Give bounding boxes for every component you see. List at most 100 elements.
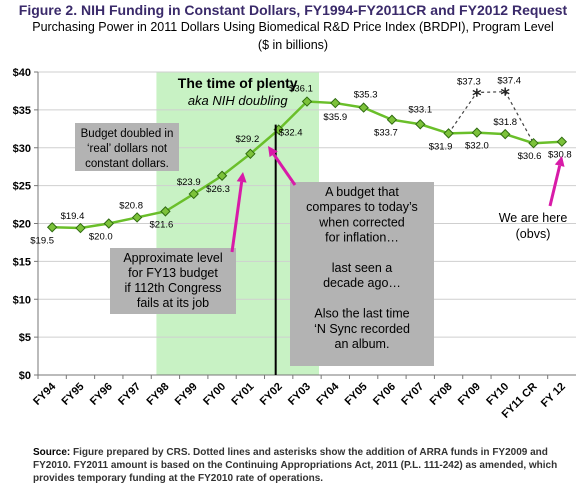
x-tick-label: FY98 [144,381,171,408]
data-label: $19.5 [30,235,54,246]
data-label: $33.7 [374,128,398,139]
x-tick-label: FY01 [229,381,256,408]
arra-asterisk: * [500,85,510,106]
approximate-level-callout-box [110,248,236,314]
source-text: Figure prepared by CRS. Dotted lines and… [33,447,558,484]
data-point [301,96,313,107]
x-tick-label: FY09 [456,381,483,408]
we-are-here-line: We are here [499,211,568,225]
data-label: $30.6 [518,151,542,162]
data-label: $31.8 [493,117,517,128]
data-point [500,128,511,140]
data-point [103,218,114,229]
data-point [415,119,426,130]
approximate-level-callout-line: fails at its job [137,296,209,310]
figure-subtitle: Purchasing Power in 2011 Dollars Using B… [32,20,554,34]
arra-dashed-line [448,91,535,144]
data-point [556,136,568,147]
compare-arrow-head [268,146,278,158]
approximate-arrow-shaft [230,181,244,253]
data-label: $32.4 [279,128,303,139]
data-label: $20.0 [89,232,113,243]
inflation-compare-callout-line: when corrected [318,215,405,229]
label-layer: $19.5 $19.4 $20.0 $20.8 $21.6 $23.9 $26.3 $29.2… [30,76,571,247]
inflation-compare-callout-line: Also the last time [314,307,409,321]
x-tick-label: FY08 [428,381,455,408]
we-are-here-line: (obvs) [516,227,551,241]
x-tick-label: FY06 [371,381,398,408]
data-point [528,137,539,149]
data-label: $19.4 [61,211,85,222]
data-label: $30.8 [548,150,572,161]
nih-funding-chart: The time of plenty aka NIH doubling $0 $5 $… [13,67,576,421]
y-tick-label: $0 [19,370,31,382]
arra-asterisk: * [472,85,482,106]
data-point [160,206,171,217]
y-tick-label: $35 [13,105,31,117]
data-point [131,212,143,223]
inflation-compare-callout-line: compares to today’s [306,200,418,214]
compare-arrow-shaft [272,153,297,186]
approximate-level-callout-line: for FY13 budget [128,266,218,280]
x-tick-label: FY95 [60,381,87,408]
budget-doubled-callout-line: ‘real’ dollars not [87,143,168,155]
y-tick-label: $25 [13,181,31,193]
inflation-compare-callout-line: last seen a [332,261,393,275]
approximate-level-callout-line: Approximate level [123,251,222,265]
we-are-here-arrow-shaft [548,165,562,207]
inflation-compare-callout-line: ‘N Sync recorded [314,322,410,336]
inflation-compare-callout-line: for inflation… [325,231,399,245]
x-tick-label: FY99 [173,381,200,408]
data-point [245,148,256,160]
data-point [471,127,483,138]
data-point [358,102,369,113]
y-tick-label: $10 [13,294,31,306]
y-tick-label: $40 [13,67,31,79]
y-tick-label: $30 [13,143,31,155]
inflation-compare-callout-line: an album. [335,337,390,351]
source-label: Source: [33,447,71,458]
approximate-level-callout-line: if 112th Congress [124,281,221,295]
annotation-layer: Budget doubled in ‘real’ dollars not const… [75,123,567,375]
data-label: $36.1 [289,84,313,95]
data-point [386,114,398,125]
data-point [443,128,454,139]
data-label: $21.6 [150,219,174,230]
inflation-compare-callout-line: A budget that [325,185,399,199]
budget-doubled-callout: Budget doubled in ‘real’ dollars not const… [75,123,179,171]
x-tick-label: FY07 [399,381,426,408]
x-tick-label: FY00 [201,381,228,408]
highlight-band-subtitle: aka NIH doubling [188,93,288,108]
x-tick-label: FY94 [31,380,59,408]
arra-data-label: $37.4 [497,76,521,87]
data-point [75,222,86,234]
data-label: $31.9 [429,141,453,152]
data-label: $32.0 [465,141,489,152]
y-tick-label: $5 [19,332,31,344]
data-label: $29.2 [235,134,259,145]
x-tick-label: FY97 [116,381,143,408]
data-point [330,97,341,109]
budget-doubled-callout-box [75,123,179,171]
data-label: $26.3 [206,184,230,195]
data-point [46,222,58,233]
x-tick-label: FY02 [258,381,285,408]
data-label: $20.8 [119,200,143,211]
x-tick-label: FY04 [314,380,342,408]
arra-data-label: $37.3 [457,76,481,87]
inflation-compare-callout-box [290,182,434,366]
data-label: $23.9 [177,177,201,188]
data-point [188,188,199,200]
budget-doubled-callout-line: constant dollars. [85,158,169,170]
x-tick-label: FY03 [286,381,313,408]
y-tick-label: $20 [13,219,31,231]
budget-doubled-callout-line: Budget doubled in [81,128,174,140]
highlight-band-title: The time of plenty [178,75,298,91]
y-tick-label: $15 [13,256,31,268]
inflation-compare-callout-line: decade ago… [323,276,401,290]
we-are-here-arrow-head [554,156,565,167]
x-tick-label: FY 12 [539,381,568,410]
data-label: $33.1 [408,104,432,115]
